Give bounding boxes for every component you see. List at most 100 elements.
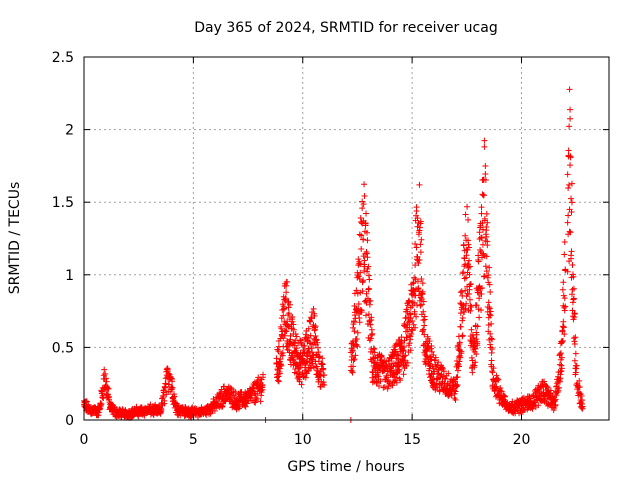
data-point (412, 324, 419, 331)
data-point (307, 318, 314, 325)
data-point (464, 247, 471, 254)
data-point (484, 238, 491, 245)
data-point (524, 406, 531, 413)
data-point (355, 273, 362, 280)
data-point (412, 262, 419, 269)
data-point (567, 115, 574, 122)
data-point (280, 312, 287, 319)
data-point (462, 287, 469, 294)
data-point (350, 363, 357, 370)
data-point (464, 203, 471, 210)
data-point (473, 331, 480, 338)
data-point (410, 321, 417, 328)
y-tick-label: 2.5 (52, 50, 74, 66)
data-point (487, 288, 494, 295)
data-point (521, 407, 528, 414)
data-point (378, 353, 385, 360)
data-point (572, 350, 579, 357)
data-point (281, 332, 288, 339)
data-point (483, 253, 490, 260)
data-point (285, 298, 292, 305)
data-point (319, 355, 326, 362)
data-point (350, 357, 357, 364)
data-point (362, 298, 369, 305)
data-point (463, 274, 470, 281)
data-point (298, 381, 305, 388)
data-point (283, 289, 290, 296)
data-point (83, 398, 90, 405)
data-point (576, 384, 583, 391)
data-point (486, 281, 493, 288)
data-point (98, 401, 105, 408)
data-point (106, 393, 113, 400)
data-point (576, 377, 583, 384)
data-point (567, 162, 574, 169)
data-point (559, 337, 566, 344)
data-point (349, 369, 356, 376)
data-point (355, 256, 362, 263)
data-point (483, 233, 490, 240)
data-point (351, 328, 358, 335)
data-point (290, 321, 297, 328)
data-point (466, 271, 473, 278)
data-point (489, 369, 496, 376)
data-point (281, 305, 288, 312)
data-point (307, 340, 314, 347)
data-point (435, 359, 442, 366)
data-point (474, 323, 481, 330)
data-point (478, 234, 485, 241)
data-point (360, 277, 367, 284)
data-point (478, 254, 485, 261)
data-point (483, 268, 490, 275)
data-point (418, 275, 425, 282)
data-point (564, 219, 571, 226)
x-tick-label: 15 (403, 432, 421, 448)
data-point (555, 384, 562, 391)
data-point (279, 352, 286, 359)
data-point (458, 348, 465, 355)
data-point (358, 232, 365, 239)
data-point (164, 366, 171, 373)
data-point (554, 389, 561, 396)
data-point (428, 342, 435, 349)
data-point (376, 383, 383, 390)
data-point (296, 369, 303, 376)
data-point (467, 280, 474, 287)
data-point (404, 328, 411, 335)
data-point (502, 393, 509, 400)
data-point (568, 180, 575, 187)
data-point (486, 264, 493, 271)
data-point (418, 301, 425, 308)
data-point (311, 312, 318, 319)
data-point (453, 374, 460, 381)
data-point (354, 329, 361, 336)
data-point (561, 331, 568, 338)
data-point (317, 373, 324, 380)
data-point (364, 237, 371, 244)
data-point (420, 326, 427, 333)
data-point (414, 215, 421, 222)
data-point (478, 204, 485, 211)
data-point (570, 273, 577, 280)
data-point (352, 352, 359, 359)
data-point (566, 86, 573, 93)
plot-area-frame (83, 56, 610, 421)
data-point (354, 343, 361, 350)
data-point (408, 326, 415, 333)
data-point (565, 212, 572, 219)
data-point (568, 208, 575, 215)
data-point (406, 340, 413, 347)
data-point (290, 326, 297, 333)
data-point (469, 369, 476, 376)
data-point (465, 216, 472, 223)
data-point (305, 325, 312, 332)
data-point (361, 257, 368, 264)
data-point (353, 287, 360, 294)
y-axis-label: SRMTID / TECUs (7, 182, 23, 295)
data-point (104, 385, 111, 392)
data-point (488, 335, 495, 342)
data-point (472, 359, 479, 366)
data-point (367, 335, 374, 342)
data-point (482, 170, 489, 177)
